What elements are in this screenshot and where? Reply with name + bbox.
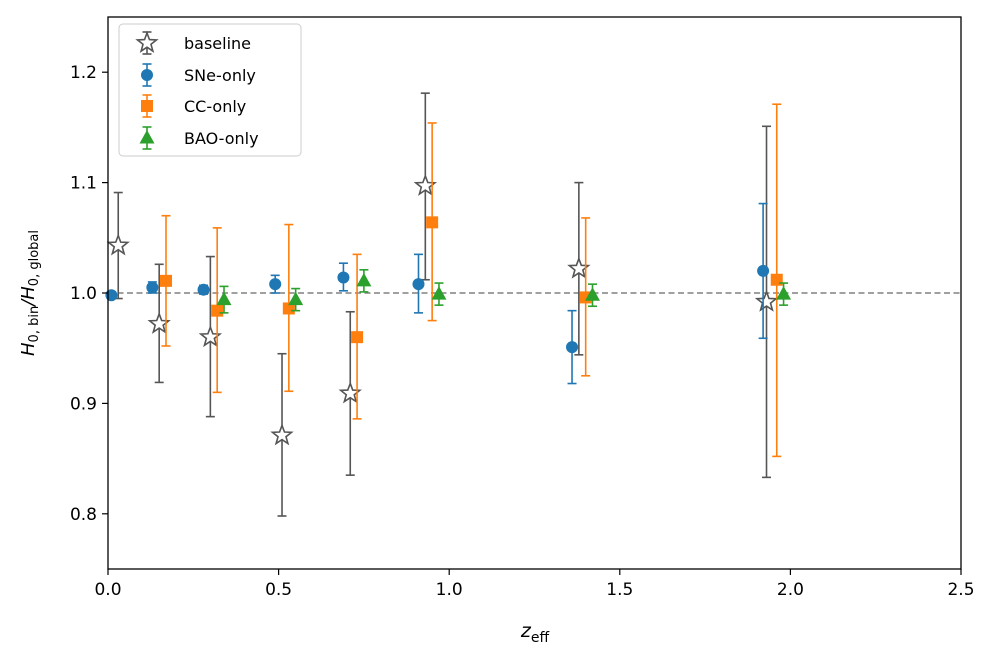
plot-area	[105, 92, 961, 517]
y-axis-label-slash: /	[18, 298, 39, 308]
legend: baseline SNe-only CC-only BAO-only	[118, 23, 302, 157]
x-tick-label: 2.5	[947, 580, 974, 600]
x-axis-label-main: z	[520, 620, 532, 642]
x-tick-label: 0.5	[265, 580, 292, 600]
legend-marker-bao-only	[139, 130, 155, 144]
legend-marker-sne-only	[141, 69, 153, 81]
axes-frame	[107, 16, 962, 570]
x-axis-label-sub: eff	[531, 630, 550, 646]
y-axis-label-sub2: 0, global	[27, 230, 42, 286]
legend-label-sne-only: SNe-only	[184, 66, 256, 85]
y-axis: 0.8 0.9 1.0 1.1 1.2	[70, 63, 108, 525]
legend-marker-cc-only	[141, 100, 153, 112]
y-tick-label: 1.1	[70, 174, 97, 194]
data-point-sne-only	[146, 281, 159, 294]
x-axis: 0.0 0.5 1.0 1.5 2.0 2.5	[94, 569, 975, 600]
y-axis-label: H0, bin/H0, global	[18, 230, 42, 356]
y-axis-label-sub1: 0, bin	[27, 306, 42, 343]
legend-label-baseline: baseline	[184, 34, 251, 53]
data-point-cc-only	[426, 216, 439, 229]
data-point-baseline	[754, 289, 779, 312]
x-axis-label: zeff	[520, 620, 550, 646]
x-tick-label: 1.5	[606, 580, 633, 600]
data-point-baseline	[270, 423, 294, 446]
data-point-bao-only	[585, 287, 601, 301]
data-point-cc-only	[770, 273, 783, 286]
data-point-bao-only	[776, 286, 792, 300]
data-point-sne-only	[757, 264, 770, 277]
y-tick-label: 1.0	[70, 284, 97, 304]
x-tick-label: 2.0	[777, 580, 804, 600]
data-point-bao-only	[288, 291, 304, 306]
data-point-baseline	[106, 233, 130, 256]
y-tick-label: 1.2	[70, 63, 97, 83]
data-point-sne-only	[412, 278, 425, 291]
data-point-bao-only	[356, 272, 372, 287]
x-tick-label: 0.0	[94, 580, 121, 600]
series-baseline	[106, 92, 779, 517]
data-point-sne-only	[197, 283, 210, 296]
y-tick-label: 0.9	[70, 394, 97, 414]
data-point-sne-only	[337, 271, 350, 284]
series-bao-only	[216, 269, 792, 314]
data-point-cc-only	[351, 331, 364, 344]
y-tick-label: 0.8	[70, 505, 97, 525]
legend-label-bao-only: BAO-only	[184, 129, 259, 148]
data-point-sne-only	[566, 341, 579, 354]
legend-marker-baseline	[135, 30, 159, 53]
y-axis-label-h1: H	[18, 342, 39, 356]
data-point-bao-only	[216, 291, 232, 306]
legend-handles	[135, 30, 159, 150]
legend-frame	[118, 23, 302, 157]
y-axis-label-h2: H	[18, 286, 39, 300]
legend-label-cc-only: CC-only	[184, 97, 246, 116]
x-tick-label: 1.0	[436, 580, 463, 600]
data-point-cc-only	[211, 304, 224, 317]
data-point-bao-only	[431, 286, 447, 300]
data-point-sne-only	[105, 289, 118, 302]
data-point-sne-only	[269, 278, 282, 291]
data-point-cc-only	[160, 274, 173, 287]
